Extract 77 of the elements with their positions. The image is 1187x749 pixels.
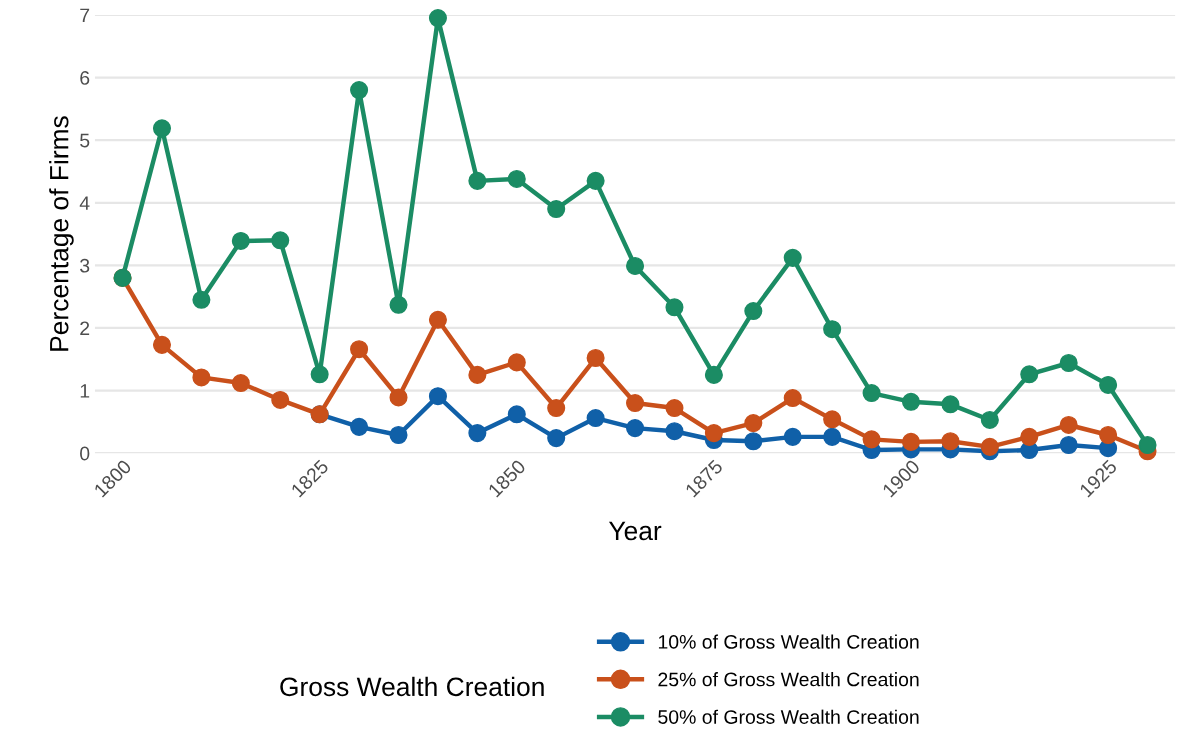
point — [823, 410, 842, 429]
point — [586, 409, 605, 428]
point — [547, 429, 566, 448]
point — [901, 392, 921, 411]
point — [783, 389, 802, 408]
point — [823, 320, 842, 339]
point — [1020, 365, 1039, 384]
point — [428, 9, 447, 28]
y-tick-label: 3 — [80, 258, 90, 273]
point — [941, 432, 960, 451]
y-tick-label: 7 — [80, 8, 90, 23]
point — [862, 430, 881, 449]
point — [744, 432, 763, 451]
point — [665, 298, 684, 317]
point — [468, 171, 487, 190]
point — [468, 424, 487, 443]
point — [192, 290, 211, 309]
point — [271, 390, 290, 409]
point — [507, 353, 526, 372]
point — [350, 340, 369, 359]
legend-title: Gross Wealth Creation — [280, 676, 544, 697]
point — [823, 427, 842, 446]
point — [192, 368, 211, 387]
point — [1059, 415, 1078, 435]
point — [350, 417, 369, 436]
point — [704, 365, 723, 384]
point — [1099, 375, 1118, 394]
y-tick-label: 1 — [80, 384, 90, 398]
point — [231, 231, 250, 250]
y-tick-label: 4 — [79, 196, 90, 210]
point — [507, 169, 526, 189]
point — [626, 394, 645, 413]
point — [1059, 435, 1078, 455]
point — [626, 419, 645, 438]
y-tick-label: 6 — [80, 71, 90, 85]
point — [152, 119, 172, 138]
point — [389, 295, 408, 314]
x-axis-title: Year — [608, 521, 662, 541]
point — [468, 365, 487, 384]
point — [704, 424, 723, 443]
point — [547, 399, 566, 418]
point — [744, 414, 763, 433]
point — [389, 425, 408, 445]
point — [310, 365, 329, 384]
point — [586, 171, 605, 190]
point — [1020, 427, 1039, 446]
point — [626, 256, 645, 276]
point — [665, 422, 684, 441]
point — [1138, 435, 1157, 455]
legend-label: 25% of Gross Wealth Creation — [658, 672, 919, 687]
point — [231, 374, 250, 393]
point — [980, 410, 999, 429]
y-tick-label: 0 — [80, 446, 90, 461]
point — [1059, 353, 1078, 373]
point — [389, 388, 408, 407]
legend-label: 50% of Gross Wealth Creation — [658, 709, 919, 724]
y-tick-label: 2 — [80, 321, 90, 335]
point — [901, 432, 921, 451]
point — [350, 81, 369, 100]
point — [941, 395, 960, 414]
point — [586, 348, 605, 368]
point — [428, 387, 447, 406]
y-tick-label: 5 — [80, 133, 90, 148]
point — [980, 437, 999, 456]
point — [665, 399, 684, 418]
legend-label: 10% of Gross Wealth Creation — [658, 634, 919, 649]
point — [783, 248, 802, 267]
point — [507, 405, 526, 424]
point — [1099, 425, 1118, 445]
point — [744, 302, 763, 321]
point — [152, 335, 172, 354]
point — [271, 231, 290, 250]
point — [862, 384, 881, 403]
point — [428, 310, 447, 329]
point — [783, 427, 802, 446]
y-axis-title: Percentage of Firms — [49, 116, 74, 351]
point — [547, 199, 566, 219]
